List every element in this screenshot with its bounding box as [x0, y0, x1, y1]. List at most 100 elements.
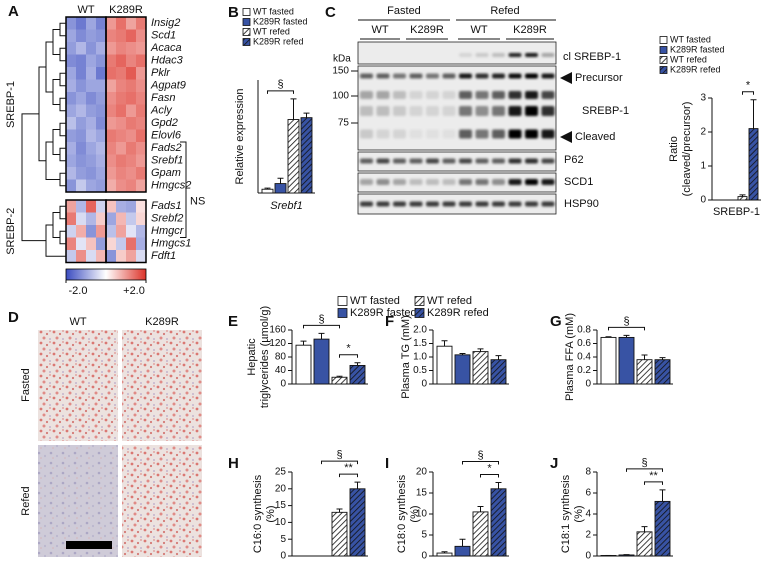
error-bar [264, 187, 271, 190]
bar [454, 545, 471, 557]
blot-band [376, 129, 390, 139]
heatmap-cell [136, 142, 146, 155]
legend-swatch [242, 18, 251, 26]
heatmap-cell [106, 237, 116, 250]
panel-letter: I [385, 455, 389, 472]
heatmap-cell [66, 154, 76, 167]
column-group-label: WT [77, 4, 94, 16]
blot-band [525, 91, 538, 99]
heatmap-cell [126, 42, 136, 55]
scale-bar [66, 541, 112, 549]
heatmap-cell [76, 54, 86, 67]
gene-label: Hmgcs2 [151, 180, 191, 192]
heatmap-cell [96, 250, 106, 263]
y-tick-label: 20 [275, 483, 287, 494]
dendrogram-branch [59, 47, 66, 62]
blot-strip [357, 41, 557, 65]
heatmap-cell [86, 167, 96, 180]
heatmap-cell [96, 79, 106, 92]
legend-label: WT fasted [670, 34, 711, 44]
bar [748, 128, 759, 201]
panel-letter: C [325, 4, 336, 21]
micrograph-image [38, 330, 118, 441]
legend-swatch [659, 36, 668, 44]
heatmap-cell [116, 167, 126, 180]
blot-band [393, 73, 406, 79]
heatmap-cell [136, 117, 146, 130]
blot-band [442, 158, 456, 164]
legend-swatch [337, 308, 348, 318]
blot-band [442, 129, 456, 139]
y-tick-label: 0 [421, 379, 427, 390]
blot-band [492, 73, 505, 79]
blot-band [376, 179, 390, 185]
band-label: Cleaved [575, 131, 615, 143]
blot-band [426, 158, 439, 164]
heatmap-cell [106, 42, 116, 55]
heatmap-cell [96, 92, 106, 105]
blot-band [508, 73, 522, 79]
gene-label: Hdac3 [151, 55, 184, 67]
y-tick-label: 8 [585, 467, 591, 478]
error-bar [641, 526, 648, 532]
dendrogram-branch [59, 172, 66, 187]
bar [274, 183, 287, 194]
band-label: Precursor [575, 72, 623, 84]
heatmap-cell [126, 129, 136, 142]
micrograph-image [38, 445, 118, 557]
heatmap-cell [66, 167, 76, 180]
heatmap-cell [106, 67, 116, 80]
blot-band [459, 158, 472, 164]
heatmap-cell [96, 167, 106, 180]
error-bar [354, 481, 361, 489]
blot-band [475, 53, 489, 57]
heatmap-cell [86, 79, 96, 92]
error-bar [459, 352, 466, 355]
heatmap-cell [106, 179, 116, 192]
y-axis-label: C18:0 synthesis [396, 474, 408, 553]
heatmap-cell [76, 79, 86, 92]
gene-label: Fdft1 [151, 250, 176, 262]
genotype-label: K289R [513, 24, 547, 36]
heatmap-cell [66, 67, 76, 80]
heatmap-cell [96, 67, 106, 80]
significance-bracket [608, 326, 645, 331]
significance-label: ** [649, 470, 658, 482]
error-bar [300, 340, 307, 346]
blot-band [442, 91, 456, 99]
blot-band [426, 201, 439, 207]
blot-strip [357, 193, 557, 215]
heatmap-cell [66, 225, 76, 238]
y-tick-label: 0 [585, 379, 591, 390]
significance-label: * [487, 462, 492, 474]
heatmap-cell [126, 117, 136, 130]
gene-label: Gpd2 [151, 117, 178, 129]
y-tick-label: 0 [280, 551, 286, 562]
heatmap-cell [136, 67, 146, 80]
panel-letter: A [8, 3, 19, 20]
blot-band [525, 158, 538, 164]
blot-band [525, 53, 538, 57]
significance-bracket [303, 324, 340, 329]
panel-letter: B [228, 4, 239, 21]
heatmap-cell [106, 104, 116, 117]
heatmap-cell [86, 179, 96, 192]
y-tick-label: 25 [275, 467, 287, 478]
micrograph-image [122, 330, 202, 441]
heatmap-cell [76, 225, 86, 238]
gene-label: Fasn [151, 92, 175, 104]
heatmap-cell [116, 104, 126, 117]
error-bar [739, 194, 746, 197]
error-bar [336, 508, 343, 513]
error-bar [659, 489, 666, 502]
colorbar-tick-label: -2.0 [69, 285, 88, 297]
error-bar [290, 98, 297, 120]
blot-band [393, 158, 406, 164]
y-tick-label: 15 [275, 500, 287, 511]
dendrogram-branch [59, 122, 66, 137]
legend-label: K289R refed [427, 307, 489, 319]
blot-band [508, 201, 522, 207]
heatmap-cell [116, 142, 126, 155]
heatmap-cell [136, 42, 146, 55]
y-tick-label: 2 [700, 127, 706, 138]
